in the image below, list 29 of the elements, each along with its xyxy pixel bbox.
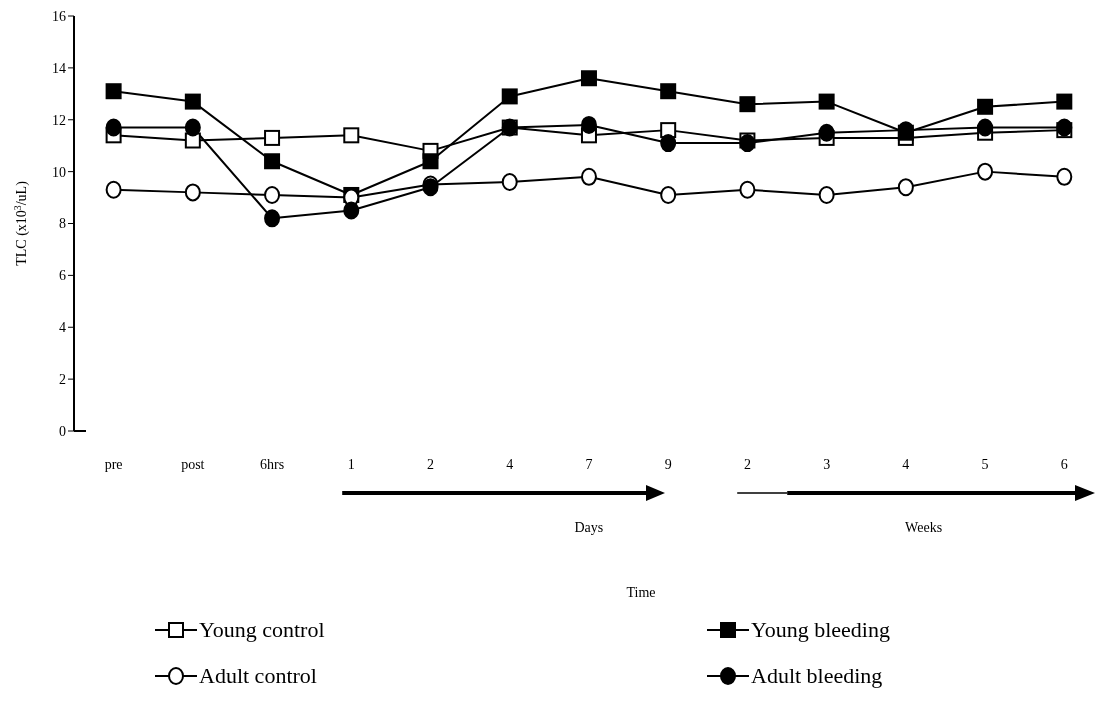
y-tick-label: 6 bbox=[59, 268, 66, 284]
y-tick-label: 8 bbox=[59, 216, 66, 232]
x-tick-label: 6hrs bbox=[260, 456, 285, 472]
x-tick-label: 5 bbox=[981, 456, 989, 472]
y-tick-label: 4 bbox=[59, 320, 66, 336]
y-tick-label: 12 bbox=[52, 112, 66, 128]
x-tick-label: 1 bbox=[347, 456, 355, 472]
x-tick-label: 7 bbox=[585, 456, 593, 472]
text: Days bbox=[574, 520, 604, 535]
x-tick-label: 2 bbox=[743, 456, 751, 472]
x-tick-label: 2 bbox=[427, 456, 435, 472]
x-tick-label: 4 bbox=[902, 456, 910, 472]
y-tick-label: 10 bbox=[52, 164, 66, 180]
y-tick-label: 0 bbox=[59, 423, 66, 439]
x-tick-label: 4 bbox=[506, 456, 514, 472]
x-tick-label: 3 bbox=[823, 456, 831, 472]
legend-label: Young bleeding bbox=[751, 617, 890, 643]
x-tick-label: pre bbox=[104, 456, 123, 472]
legend-label: Young control bbox=[199, 617, 325, 643]
y-tick-label: 2 bbox=[59, 372, 66, 388]
text: Weeks bbox=[905, 520, 943, 535]
y-tick-label: 14 bbox=[52, 60, 66, 76]
y-tick-label: 16 bbox=[52, 8, 66, 24]
text: Time bbox=[626, 585, 656, 600]
legend-label: Adult control bbox=[199, 663, 317, 689]
x-tick-label: 9 bbox=[664, 456, 672, 472]
x-tick-label: 6 bbox=[1060, 456, 1068, 472]
x-tick-label: post bbox=[181, 456, 205, 472]
legend-label: Adult bleeding bbox=[751, 663, 883, 689]
